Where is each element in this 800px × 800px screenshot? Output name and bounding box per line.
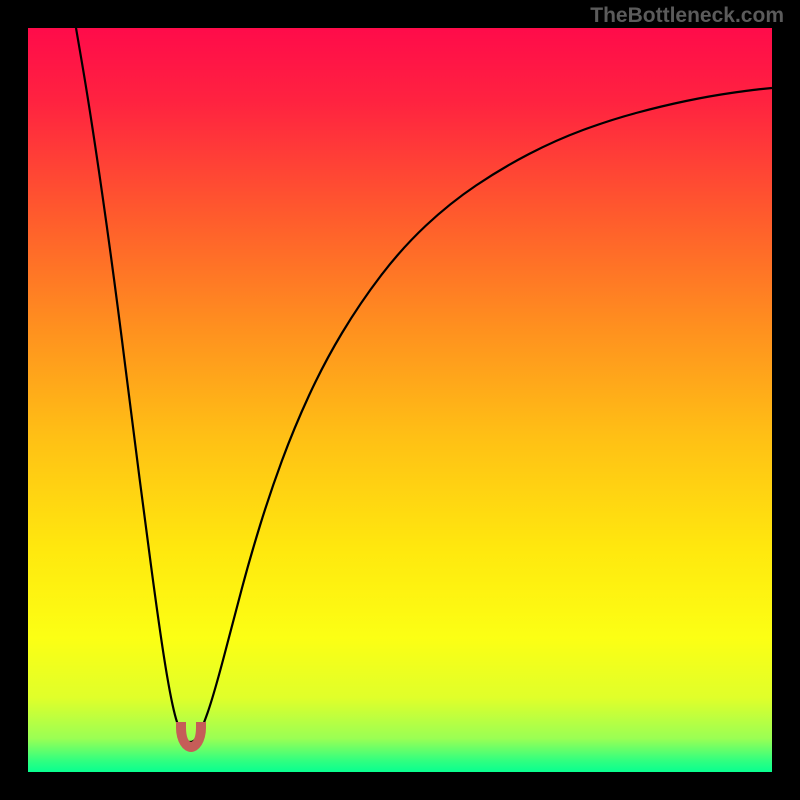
plot-area	[28, 28, 772, 772]
watermark-text: TheBottleneck.com	[590, 4, 784, 28]
bottleneck-curve-line	[76, 28, 772, 742]
performance-curve	[28, 28, 772, 772]
